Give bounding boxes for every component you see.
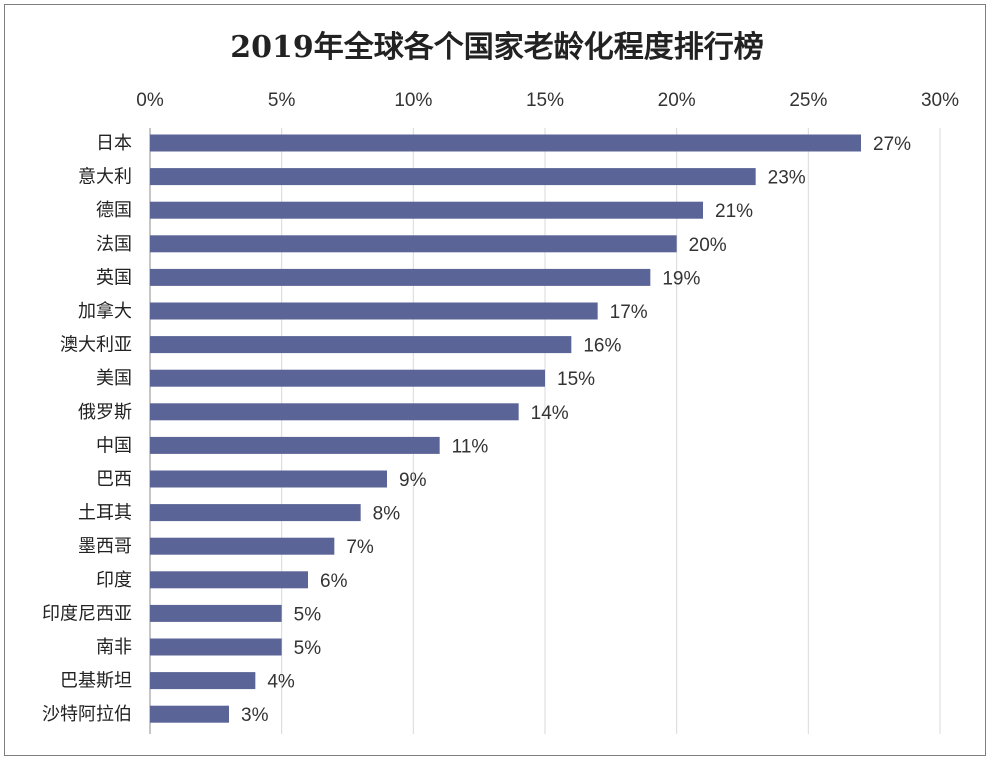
chart-title: 2019年全球各个国家老龄化程度排行榜 [230, 30, 764, 65]
bars [150, 134, 861, 723]
category-label: 美国 [96, 368, 132, 389]
bar [150, 235, 677, 253]
category-label: 日本 [96, 133, 132, 154]
category-label: 澳大利亚 [60, 335, 132, 356]
category-label: 南非 [96, 637, 132, 658]
category-labels: 日本意大利德国法国英国加拿大澳大利亚美国俄罗斯中国巴西土耳其墨西哥印度印度尼西亚… [42, 133, 132, 725]
bar [150, 436, 440, 454]
category-label: 中国 [96, 435, 132, 456]
data-label: 14% [531, 403, 569, 424]
data-label: 15% [557, 369, 595, 390]
data-label: 6% [320, 571, 348, 592]
category-label: 俄罗斯 [78, 402, 132, 423]
data-label: 7% [346, 537, 374, 558]
bar [150, 537, 335, 555]
bar [150, 369, 545, 387]
bar [150, 705, 229, 723]
category-label: 墨西哥 [78, 536, 132, 557]
bar [150, 470, 387, 488]
bar [150, 168, 756, 186]
bar [150, 268, 651, 286]
x-tick-label: 20% [658, 90, 696, 111]
data-label: 16% [583, 336, 621, 357]
data-label: 20% [689, 235, 727, 256]
data-label: 19% [662, 268, 700, 289]
data-label: 3% [241, 705, 269, 726]
data-label: 11% [452, 436, 489, 457]
data-label: 27% [873, 134, 911, 155]
bar [150, 638, 282, 656]
bar [150, 201, 703, 219]
x-tick-label: 15% [526, 90, 564, 111]
x-tick-label: 10% [394, 90, 432, 111]
x-tick-label: 0% [136, 90, 164, 111]
category-label: 巴基斯坦 [60, 671, 132, 692]
data-label: 4% [267, 672, 295, 693]
bar [150, 504, 361, 522]
category-label: 英国 [96, 267, 132, 288]
data-label: 5% [294, 638, 322, 659]
x-tick-label: 25% [789, 90, 827, 111]
data-labels: 27% 23% 21% 20% 19% 17% 16% 15% 14% 11% 9% 8% 7% 6% 5%… [241, 134, 911, 726]
category-label: 法国 [96, 234, 132, 255]
category-label: 意大利 [78, 167, 132, 188]
bar [150, 571, 308, 589]
data-label: 8% [373, 504, 401, 525]
category-label: 印度 [96, 570, 132, 591]
category-label: 巴西 [96, 469, 132, 490]
x-tick-label: 5% [268, 90, 296, 111]
bar [150, 336, 572, 354]
data-label: 17% [610, 302, 648, 323]
data-label: 9% [399, 470, 427, 491]
x-tick-label: 30% [921, 90, 959, 111]
bar [150, 604, 282, 622]
category-label: 印度尼西亚 [42, 603, 132, 624]
data-label: 21% [715, 201, 753, 222]
bar [150, 672, 256, 690]
gridlines [281, 128, 941, 734]
bar [150, 134, 861, 152]
data-label: 23% [768, 168, 806, 189]
data-label: 5% [294, 604, 322, 625]
category-label: 加拿大 [78, 300, 132, 322]
bar [150, 302, 598, 320]
x-axis-ticks: 0% 5% 10% 15% 20% 25% 30% [136, 90, 959, 111]
category-label: 德国 [96, 200, 132, 221]
bar [150, 403, 519, 421]
category-label: 沙特阿拉伯 [42, 704, 132, 725]
category-label: 土耳其 [78, 503, 132, 524]
